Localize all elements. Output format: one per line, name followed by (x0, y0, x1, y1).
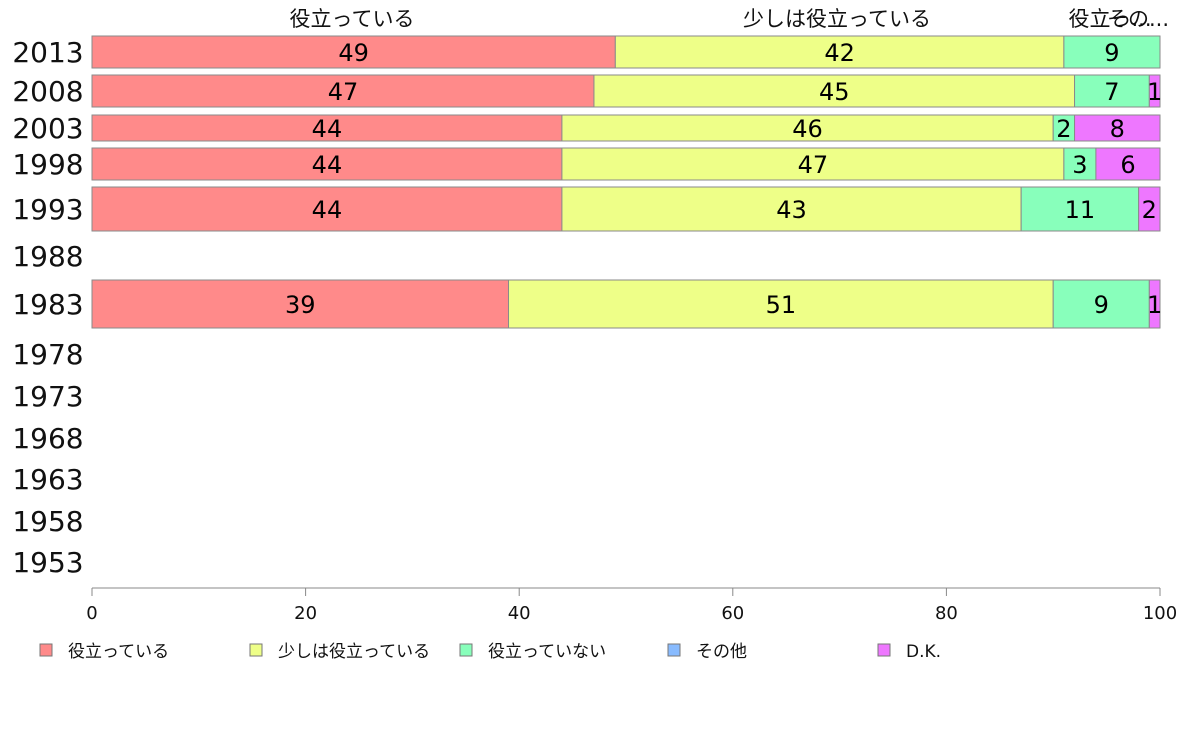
x-tick-label: 60 (721, 603, 744, 624)
data-label: 45 (819, 78, 850, 106)
legend-swatch (39, 643, 53, 657)
top-series-labels: 役立っている 少しは役立っている 役立っ...その... (290, 7, 1169, 31)
bar-segment (561, 147, 1065, 181)
bar-segment (1148, 74, 1161, 108)
top-series-label: 役立っている (290, 7, 415, 31)
data-label: 2 (1056, 115, 1071, 143)
data-label: 46 (792, 115, 823, 143)
legend-label: D.K. (906, 642, 941, 662)
legend-swatch (249, 643, 263, 657)
bar-segment (561, 114, 1054, 142)
bar-segment (1052, 279, 1150, 329)
data-label: 43 (776, 196, 807, 224)
data-label: 51 (766, 291, 797, 319)
data-label: 44 (312, 196, 343, 224)
legend-item: 役立っている (39, 642, 169, 662)
legend-item: 少しは役立っている (249, 642, 430, 662)
year-label: 2013 (12, 36, 83, 69)
bar-segment (1138, 186, 1161, 232)
legend-item: 役立っていない (459, 642, 606, 662)
legend-item: D.K. (877, 642, 941, 662)
bar-segment (1063, 147, 1097, 181)
bar-segment (91, 74, 595, 108)
data-label: 1 (1147, 78, 1162, 106)
data-label: 47 (328, 78, 359, 106)
x-tick-label: 80 (935, 603, 958, 624)
data-label: 49 (338, 39, 369, 67)
year-label: 1993 (12, 193, 83, 226)
year-label: 1963 (12, 463, 83, 496)
bar-segment (1020, 186, 1140, 232)
bar-segment (91, 35, 616, 69)
bar-segment (1074, 114, 1161, 142)
year-label: 2008 (12, 75, 83, 108)
bar-segment (1148, 279, 1161, 329)
legend-label: 役立っていない (488, 642, 606, 662)
year-label: 1953 (12, 546, 83, 579)
data-label: 42 (824, 39, 855, 67)
legend: 役立っている 少しは役立っている 役立っていない その他 D.K. (39, 642, 941, 662)
year-label: 1968 (12, 422, 83, 455)
x-tick-label: 0 (86, 603, 97, 624)
bar-segment (593, 74, 1076, 108)
data-label: 47 (798, 151, 829, 179)
x-tick-label: 100 (1143, 603, 1177, 624)
year-label: 2003 (12, 112, 83, 145)
data-label: 6 (1120, 151, 1135, 179)
bar-segment (1095, 147, 1161, 181)
data-label: 7 (1104, 78, 1119, 106)
legend-swatch (877, 643, 891, 657)
data-label: 44 (312, 115, 343, 143)
legend-swatch (667, 643, 681, 657)
data-label: 1 (1147, 291, 1162, 319)
year-label: 1998 (12, 148, 83, 181)
legend-label: 役立っている (68, 642, 169, 662)
bars: 49 42 947 45 7 144 46 2 844 47 3 644 43 11 239 51 9 1 (91, 35, 1162, 329)
x-tick-label: 20 (294, 603, 317, 624)
data-label: 2 (1142, 196, 1157, 224)
legend-label: 少しは役立っている (278, 642, 430, 662)
year-label: 1978 (12, 338, 83, 371)
year-label: 1988 (12, 240, 83, 273)
data-label: 3 (1072, 151, 1087, 179)
data-label: 39 (285, 291, 316, 319)
data-label: 9 (1104, 39, 1119, 67)
bar-segment (91, 186, 563, 232)
x-tick-label: 40 (508, 603, 531, 624)
data-label: 8 (1110, 115, 1125, 143)
data-label: 44 (312, 151, 343, 179)
bar-segment (561, 186, 1022, 232)
year-label: 1958 (12, 505, 83, 538)
top-series-label: 少しは役立っている (743, 7, 931, 31)
bar-segment (91, 147, 563, 181)
bar-segment (614, 35, 1065, 69)
data-label: 11 (1065, 196, 1096, 224)
top-series-label: その... (1107, 7, 1169, 31)
bar-segment (1074, 74, 1150, 108)
year-label: 1983 (12, 288, 83, 321)
legend-label: その他 (696, 642, 747, 662)
legend-item: その他 (667, 642, 747, 662)
bar-segment (508, 279, 1054, 329)
bar-segment (91, 114, 563, 142)
bar-segment (1063, 35, 1161, 69)
year-label: 1973 (12, 380, 83, 413)
x-axis: 0 20 40 60 80 100 (86, 587, 1177, 624)
data-label: 9 (1094, 291, 1109, 319)
legend-swatch (459, 643, 473, 657)
top-series-label: 役立っ... (1068, 7, 1151, 31)
